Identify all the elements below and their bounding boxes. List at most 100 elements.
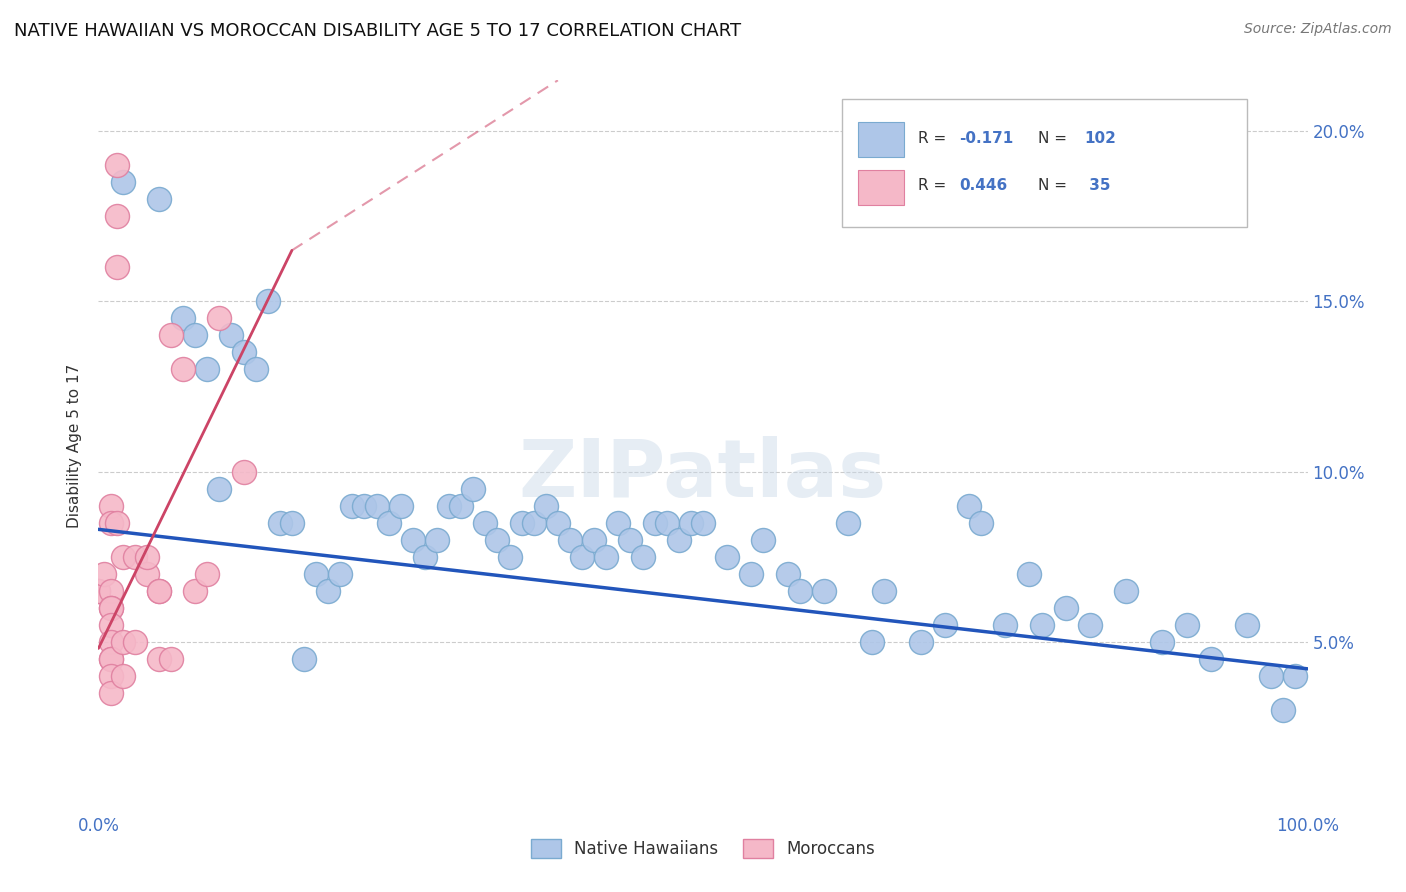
Text: 0.446: 0.446 [959,178,1008,193]
Point [195,362,218,376]
Point [558,533,581,547]
Point [172,362,194,376]
Point [111,549,134,564]
Text: ZIPatlas: ZIPatlas [519,436,887,515]
Point [184,328,207,343]
Point [668,533,690,547]
Point [994,617,1017,632]
Point [837,516,859,530]
Point [160,328,183,343]
Y-axis label: Disability Age 5 to 17: Disability Age 5 to 17 [67,364,83,528]
Point [1115,583,1137,598]
Text: 102: 102 [1084,130,1116,145]
Point [100,600,122,615]
Text: Source: ZipAtlas.com: Source: ZipAtlas.com [1244,22,1392,37]
Point [413,549,436,564]
Point [1018,566,1040,581]
Point [789,583,811,598]
Point [934,617,956,632]
Point [111,668,134,682]
Point [377,516,399,530]
Point [87,583,110,598]
Point [583,533,606,547]
Text: NATIVE HAWAIIAN VS MOROCCAN DISABILITY AGE 5 TO 17 CORRELATION CHART: NATIVE HAWAIIAN VS MOROCCAN DISABILITY A… [14,22,741,40]
Point [402,533,425,547]
Point [1152,634,1174,648]
Point [100,617,122,632]
Legend: Native Hawaiians, Moroccans: Native Hawaiians, Moroccans [530,839,876,858]
Point [221,328,243,343]
Point [655,516,678,530]
Point [474,516,496,530]
Point [389,499,412,513]
Bar [858,122,904,157]
Text: R =: R = [918,178,952,193]
Point [426,533,449,547]
Point [105,260,128,275]
Point [256,294,278,309]
Point [100,686,122,700]
Text: -0.171: -0.171 [959,130,1014,145]
Point [87,583,110,598]
Point [135,549,157,564]
Point [135,566,157,581]
Point [281,516,304,530]
Point [269,516,291,530]
Point [232,465,254,479]
Point [716,549,738,564]
Point [607,516,630,530]
Point [148,583,170,598]
Point [100,499,122,513]
Point [1175,617,1198,632]
Point [100,651,122,665]
Point [100,651,122,665]
Point [100,634,122,648]
Bar [858,169,904,204]
Point [1260,668,1282,682]
Point [111,634,134,648]
Point [970,516,993,530]
Point [679,516,702,530]
Point [813,583,835,598]
Point [93,566,115,581]
Point [463,482,485,496]
Point [437,499,460,513]
Point [486,533,509,547]
Point [910,634,932,648]
Point [148,651,170,665]
Point [329,566,352,581]
Point [873,583,896,598]
Point [631,549,654,564]
Point [124,634,146,648]
Text: N =: N = [1038,178,1071,193]
Point [740,566,762,581]
Point [1199,651,1222,665]
Point [1054,600,1077,615]
Text: 35: 35 [1084,178,1111,193]
Point [100,516,122,530]
Point [619,533,641,547]
Point [105,516,128,530]
Point [148,192,170,206]
Point [644,516,666,530]
Point [571,549,593,564]
Point [1078,617,1101,632]
Point [195,566,218,581]
Point [450,499,472,513]
Point [1272,703,1295,717]
Point [595,549,617,564]
Point [342,499,364,513]
Point [957,499,980,513]
Text: N =: N = [1038,130,1071,145]
Text: R =: R = [918,130,952,145]
Point [752,533,775,547]
Point [111,175,134,189]
Point [208,482,231,496]
Point [292,651,315,665]
Point [184,583,207,598]
Point [1236,617,1258,632]
Point [100,583,122,598]
Point [1031,617,1053,632]
Point [510,516,533,530]
FancyBboxPatch shape [842,98,1247,227]
